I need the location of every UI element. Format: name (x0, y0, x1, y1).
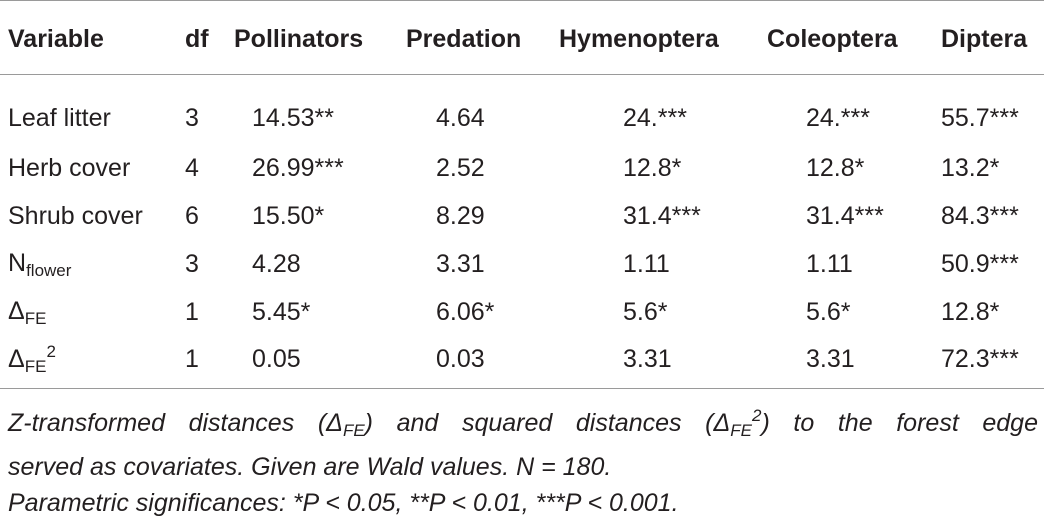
cell-variable: Shrub cover (8, 202, 143, 230)
footnote-text: ) and squared distances (Δ (364, 409, 731, 437)
cell-hymenoptera: 12.8* (623, 154, 682, 182)
variable-superscript: 2 (46, 341, 56, 361)
cell-pollinators: 14.53** (252, 104, 335, 133)
cell-predation: 3.31 (436, 250, 485, 278)
cell-df: 3 (185, 250, 199, 278)
cell-variable: ΔFE2 (0, 336, 177, 389)
cell-diptera: 13.2* (941, 154, 1000, 182)
cell-hymenoptera: 5.6* (623, 298, 668, 326)
cell-hymenoptera: 31.4*** (623, 202, 701, 230)
footnote-line-2: served as covariates. Given are Wald val… (8, 453, 612, 481)
footnote-superscript: 2 (751, 406, 762, 425)
cell-predation: 6.06* (436, 298, 495, 326)
cell-variable: ΔFE (0, 289, 177, 337)
cell-predation: 2.52 (436, 154, 485, 182)
cell-df: 1 (185, 298, 199, 326)
table-footnote: Z-transformed distances (ΔFE) and square… (8, 398, 1038, 521)
cell-variable: Herb cover (8, 154, 131, 182)
cell-hymenoptera: 24.*** (623, 104, 687, 133)
cell-diptera: 12.8* (941, 298, 1000, 326)
footnote-line-1: Z-transformed distances (ΔFE) and square… (8, 398, 1038, 449)
variable-subscript: flower (26, 260, 72, 280)
cell-predation: 4.64 (436, 104, 485, 133)
cell-coleoptera: 24.*** (806, 104, 870, 133)
header-variable: Variable (0, 0, 177, 75)
table-header-row: Variable df Pollinators Predation Hymeno… (0, 0, 1044, 75)
table-row: Shrub cover 6 15.50* 8.29 31.4*** 31.4**… (0, 193, 1044, 241)
cell-pollinators: 5.45* (252, 298, 311, 326)
cell-diptera: 55.7*** (941, 104, 1019, 133)
cell-coleoptera: 5.6* (806, 298, 851, 326)
cell-pollinators: 4.28 (252, 250, 301, 278)
variable-subscript: FE (24, 308, 47, 328)
cell-predation: 0.03 (398, 336, 551, 389)
footnote-text: ) to the forest edge (761, 409, 1038, 437)
footnote-text: Z-transformed distances (Δ (8, 409, 343, 437)
cell-df: 1 (177, 336, 226, 389)
cell-df: 4 (185, 154, 199, 182)
header-predation: Predation (398, 0, 551, 75)
cell-diptera: 84.3*** (941, 202, 1019, 230)
variable-symbol: N (8, 248, 27, 277)
cell-variable: Nflower (0, 241, 177, 289)
cell-diptera: 50.9*** (941, 250, 1019, 278)
cell-hymenoptera: 1.11 (623, 250, 670, 278)
cell-coleoptera: 12.8* (806, 154, 865, 182)
cell-diptera: 72.3*** (933, 336, 1044, 389)
results-table-container: Variable df Pollinators Predation Hymeno… (0, 0, 1044, 389)
header-diptera: Diptera (933, 0, 1044, 75)
header-pollinators: Pollinators (226, 0, 398, 75)
footnote-subscript: FE (342, 421, 365, 440)
cell-coleoptera: 1.11 (806, 250, 853, 278)
table-row: Nflower 3 4.28 3.31 1.11 1.11 50.9*** (0, 241, 1044, 289)
cell-variable: Leaf litter (8, 104, 111, 133)
header-hymenoptera: Hymenoptera (551, 0, 759, 75)
cell-coleoptera: 3.31 (759, 336, 933, 389)
cell-coleoptera: 31.4*** (806, 202, 884, 230)
footnote-line-3: Parametric significances: *P < 0.05, **P… (8, 489, 679, 517)
cell-pollinators: 15.50* (252, 202, 325, 230)
table-row: Leaf litter 3 14.53** 4.64 24.*** 24.***… (0, 75, 1044, 145)
cell-hymenoptera: 3.31 (551, 336, 759, 389)
table-row: ΔFE2 1 0.05 0.03 3.31 3.31 72.3*** (0, 336, 1044, 389)
cell-pollinators: 26.99*** (252, 154, 344, 182)
cell-pollinators: 0.05 (226, 336, 398, 389)
header-coleoptera: Coleoptera (759, 0, 933, 75)
wald-values-table: Variable df Pollinators Predation Hymeno… (0, 0, 1044, 389)
variable-symbol: Δ (8, 344, 25, 373)
cell-predation: 8.29 (436, 202, 485, 230)
table-row: ΔFE 1 5.45* 6.06* 5.6* 5.6* 12.8* (0, 289, 1044, 337)
variable-subscript: FE (24, 356, 47, 376)
variable-symbol: Δ (8, 296, 25, 325)
table-row: Herb cover 4 26.99*** 2.52 12.8* 12.8* 1… (0, 145, 1044, 193)
cell-df: 6 (185, 202, 199, 230)
header-df: df (177, 0, 226, 75)
cell-df: 3 (185, 104, 199, 133)
footnote-subscript: FE (730, 421, 752, 440)
